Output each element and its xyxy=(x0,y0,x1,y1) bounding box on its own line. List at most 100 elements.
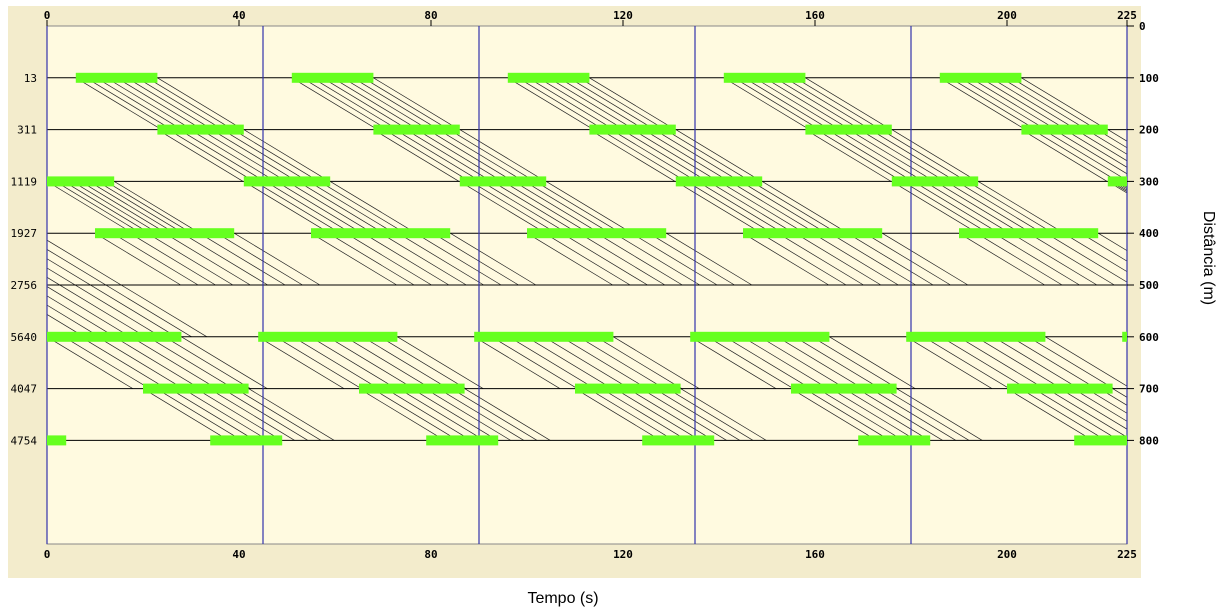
band-line xyxy=(195,388,282,441)
band-line xyxy=(816,129,903,182)
band-line xyxy=(804,388,891,441)
right-y-tick-label: 700 xyxy=(1139,383,1159,396)
band-line xyxy=(327,336,414,389)
band-line xyxy=(397,232,484,286)
band-line xyxy=(859,129,946,182)
band-line xyxy=(754,77,841,130)
band-line xyxy=(459,181,546,234)
band-line xyxy=(507,77,594,130)
green-window xyxy=(891,176,979,187)
band-line xyxy=(762,181,849,234)
band-line xyxy=(891,181,978,234)
green-window xyxy=(426,435,499,446)
band-line xyxy=(975,336,1062,389)
band-line xyxy=(613,336,700,389)
green-windows xyxy=(47,72,1127,446)
green-window xyxy=(642,435,715,446)
intersection-id-label: 4047 xyxy=(11,383,38,396)
band-line xyxy=(508,336,595,389)
green-window xyxy=(1107,176,1127,187)
band-line xyxy=(913,181,1000,234)
band-line xyxy=(265,181,352,234)
band-line xyxy=(535,181,622,234)
band-line xyxy=(990,77,1077,130)
band-line xyxy=(664,129,751,182)
band-line xyxy=(958,336,1045,389)
band-line xyxy=(724,336,811,389)
band-line xyxy=(1110,181,1127,192)
bottom-x-tick-label: 200 xyxy=(997,548,1017,561)
band-line xyxy=(363,232,450,286)
band-line xyxy=(1107,181,1127,194)
band-line xyxy=(760,232,847,286)
band-line xyxy=(524,181,611,234)
band-line xyxy=(795,77,882,130)
band-line xyxy=(561,232,648,286)
band-line xyxy=(450,232,537,286)
band-line xyxy=(528,77,615,130)
green-window xyxy=(95,228,235,239)
band-line xyxy=(1020,388,1107,441)
band-line xyxy=(847,232,934,286)
green-window xyxy=(1122,331,1127,342)
band-line xyxy=(596,232,683,286)
band-line xyxy=(116,77,203,130)
band-line xyxy=(610,129,697,182)
band-line xyxy=(546,181,633,234)
band-line xyxy=(675,181,762,234)
band-line xyxy=(63,181,150,234)
band-line xyxy=(1045,232,1127,283)
band-line xyxy=(169,388,256,441)
band-line xyxy=(1042,129,1127,181)
band-line xyxy=(526,336,613,389)
band-line xyxy=(254,181,341,234)
band-line xyxy=(1096,129,1127,149)
band-line xyxy=(1086,129,1127,155)
band-line xyxy=(1011,77,1098,130)
band-line xyxy=(812,232,899,286)
band-line xyxy=(297,181,384,234)
right-y-tick-label: 800 xyxy=(1139,434,1159,447)
band-line xyxy=(1033,388,1120,441)
band-line xyxy=(548,77,635,130)
band-line xyxy=(588,388,675,441)
band-line xyxy=(589,77,676,130)
band-line xyxy=(784,77,871,130)
right-y-tick-label: 500 xyxy=(1139,279,1159,292)
band-line xyxy=(424,388,511,441)
green-window xyxy=(723,72,806,83)
band-line xyxy=(164,232,251,286)
band-line xyxy=(319,181,406,234)
band-line xyxy=(114,336,201,389)
band-line xyxy=(579,77,666,130)
band-line xyxy=(275,336,362,389)
band-line xyxy=(690,336,777,389)
intersection-id-label: 5640 xyxy=(11,331,38,344)
band-line xyxy=(85,77,172,130)
band-line xyxy=(211,129,298,182)
band-line xyxy=(1063,232,1127,273)
band-line xyxy=(1046,388,1127,438)
band-line xyxy=(342,77,429,130)
band-line xyxy=(870,388,957,441)
intersection-id-label: 2756 xyxy=(11,279,38,292)
green-window xyxy=(743,228,883,239)
band-line xyxy=(811,336,898,389)
band-line xyxy=(621,129,708,182)
band-line xyxy=(826,129,913,182)
intersection-id-label: 1119 xyxy=(11,175,38,188)
band-line xyxy=(891,129,978,182)
band-line xyxy=(301,77,388,130)
band-line xyxy=(883,388,970,441)
band-line xyxy=(790,388,877,441)
band-line xyxy=(286,181,373,234)
band-line xyxy=(451,388,538,441)
band-line xyxy=(47,286,131,338)
band-line xyxy=(600,129,687,182)
band-line xyxy=(558,77,645,130)
band-line xyxy=(130,336,217,389)
green-window xyxy=(75,72,158,83)
band-line xyxy=(1006,388,1093,441)
band-line xyxy=(777,232,864,286)
band-line xyxy=(243,181,330,234)
